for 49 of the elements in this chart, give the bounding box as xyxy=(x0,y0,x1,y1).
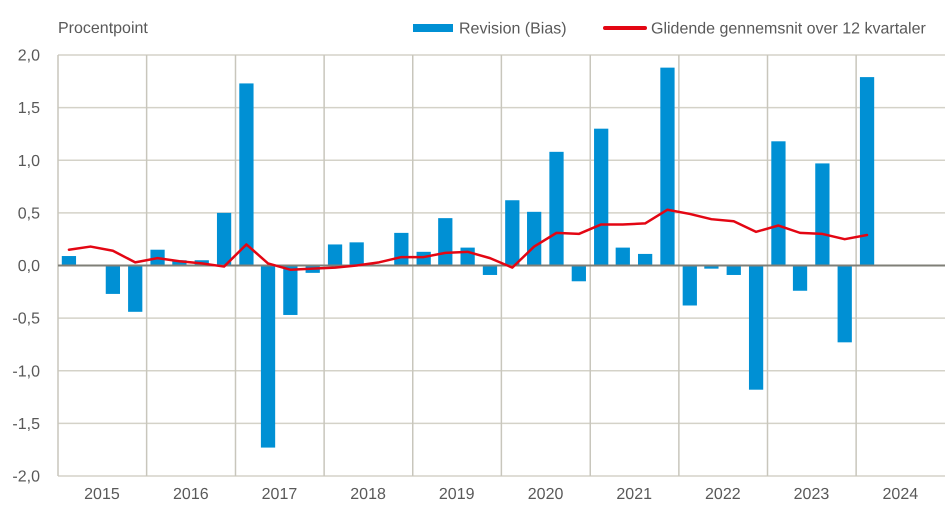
x-tick-label: 2024 xyxy=(882,486,918,503)
x-tick-label: 2022 xyxy=(705,486,741,503)
x-tick-label: 2019 xyxy=(438,486,475,503)
y-tick-label: 2,0 xyxy=(18,48,40,65)
bar xyxy=(860,77,874,266)
bar xyxy=(260,266,276,448)
y-axis-title: Procentpoint xyxy=(58,20,148,37)
bar xyxy=(792,266,808,291)
legend-label: Revision (Bias) xyxy=(459,20,567,38)
bar xyxy=(549,152,564,266)
bar xyxy=(616,248,630,266)
bar xyxy=(638,254,652,266)
bar xyxy=(128,266,142,312)
legend-label: Glidende gennemsnit over 12 kvartaler xyxy=(651,20,926,38)
bar xyxy=(505,200,520,266)
x-tick-label: 2020 xyxy=(528,486,564,503)
bar xyxy=(394,232,408,266)
bar xyxy=(594,128,608,266)
y-tick-label: 0,0 xyxy=(18,258,40,276)
line-series xyxy=(68,208,868,271)
y-tick-label: -1,0 xyxy=(12,363,40,380)
bar xyxy=(527,212,542,266)
bar xyxy=(350,242,364,266)
bar xyxy=(748,266,764,390)
y-tick-label: -0,5 xyxy=(12,310,40,328)
bar xyxy=(438,218,452,266)
x-tick-label: 2016 xyxy=(173,486,209,503)
bar xyxy=(682,266,697,306)
bar xyxy=(239,83,254,266)
y-tick-label: 1,0 xyxy=(18,152,40,170)
bar xyxy=(838,266,852,342)
bar xyxy=(572,266,586,282)
x-tick-label: 2017 xyxy=(262,486,298,503)
x-tick-label: 2015 xyxy=(84,486,120,503)
x-tick-label: 2021 xyxy=(616,486,652,503)
bar xyxy=(660,68,675,266)
x-tick-label: 2018 xyxy=(350,486,386,503)
bar xyxy=(216,212,232,266)
x-tick-label: 2023 xyxy=(794,486,830,503)
bar xyxy=(328,244,342,266)
bar xyxy=(283,266,298,315)
bar xyxy=(815,163,830,266)
y-tick-label: -2,0 xyxy=(12,468,40,486)
y-tick-label: 0,5 xyxy=(18,205,40,222)
bar xyxy=(726,266,741,275)
bar xyxy=(106,266,120,294)
y-tick-label: -1,5 xyxy=(12,416,40,433)
y-tick-label: 1,5 xyxy=(18,100,40,118)
bar xyxy=(771,141,786,266)
